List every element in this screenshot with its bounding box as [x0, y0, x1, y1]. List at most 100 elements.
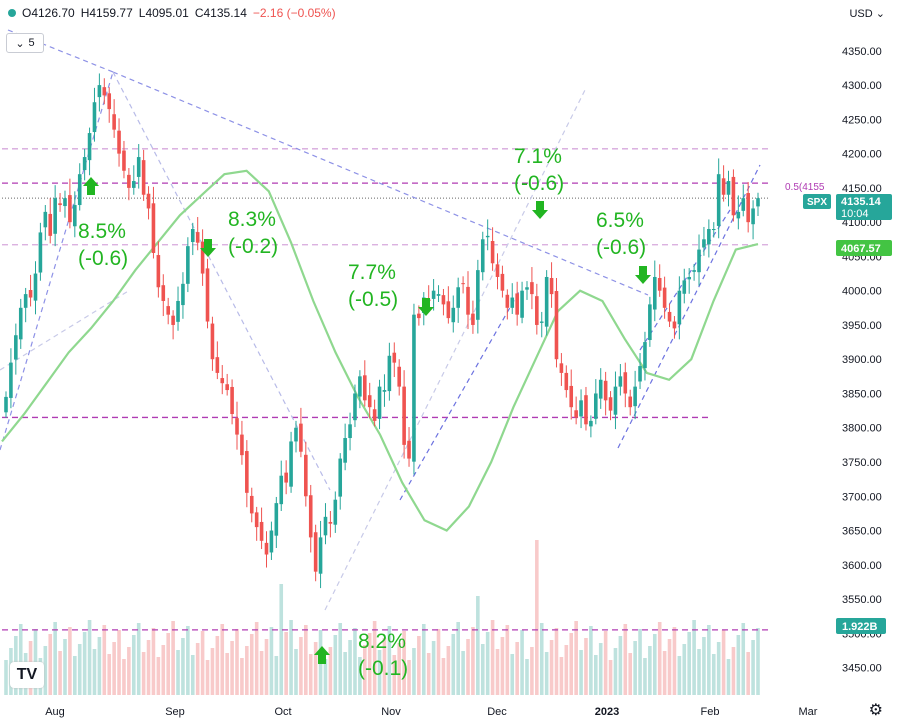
moving-average: [1, 169, 759, 532]
volume-bar: [264, 639, 269, 695]
interval-button[interactable]: ⌄ 5: [6, 33, 44, 53]
volume-bar: [692, 620, 696, 695]
annotation-change: (-0.6): [596, 236, 646, 259]
candle-body: [402, 386, 406, 445]
volume-bar: [82, 632, 87, 695]
volume-bar: [495, 649, 500, 695]
candle-body: [751, 208, 755, 225]
candle-body: [92, 102, 97, 133]
volume-bar: [613, 648, 618, 695]
volume-bar: [598, 643, 603, 695]
candle-body: [230, 386, 234, 415]
volume-bar: [736, 635, 741, 695]
volume-bar: [397, 643, 402, 695]
candle-body: [525, 287, 529, 290]
volume-bar: [726, 659, 731, 695]
volume-bar: [431, 641, 436, 695]
candle-body: [677, 290, 682, 325]
candle-body: [53, 198, 57, 234]
volume-bar: [151, 628, 156, 695]
candle-body: [87, 133, 92, 161]
x-tick-label: Nov: [381, 706, 401, 718]
candle-body: [127, 174, 131, 188]
candle-body: [372, 409, 377, 421]
volume-bar: [284, 632, 288, 695]
candle-body: [608, 397, 613, 411]
candle-body: [112, 114, 116, 130]
y-tick-label: 3850.00: [842, 388, 882, 400]
volume-bar: [505, 625, 510, 695]
volume-bar: [667, 639, 672, 695]
volume-bar: [682, 644, 687, 695]
volume-bar: [156, 657, 161, 695]
candle-body: [441, 295, 446, 305]
candle-body: [122, 150, 126, 171]
tradingview-logo-icon[interactable]: TV: [10, 662, 44, 688]
candle-body: [672, 321, 677, 329]
x-tick-label: Oct: [274, 706, 291, 718]
volume-bar: [402, 631, 406, 695]
volume-bar: [687, 632, 691, 695]
candle-body: [308, 495, 313, 538]
candle-body: [68, 195, 72, 223]
currency-selector[interactable]: USD ⌄: [849, 7, 885, 20]
time-axis[interactable]: Aug Sep Oct Nov Dec 2023 Feb Mar: [45, 706, 818, 718]
candle-body: [362, 375, 367, 401]
candle-body: [461, 283, 465, 285]
candle-body: [328, 521, 333, 524]
price-axis[interactable]: 3450.003500.003550.003600.003650.003700.…: [842, 46, 882, 675]
candle-body: [667, 311, 672, 322]
volume-bar: [200, 631, 205, 695]
candle-body: [628, 396, 633, 408]
volume-bar: [299, 637, 303, 695]
volume-bar: [530, 647, 534, 695]
x-tick-label: Dec: [487, 706, 507, 718]
candle-body: [480, 239, 485, 273]
volume-bar: [225, 653, 229, 695]
x-tick-label: Mar: [799, 706, 818, 718]
candle-body: [736, 211, 741, 219]
volume-bar: [127, 647, 131, 695]
volume-bar: [417, 636, 421, 695]
candle-body: [392, 352, 397, 363]
volume-bar: [387, 626, 392, 695]
candle-body: [205, 268, 210, 322]
ohlc-legend[interactable]: O4126.70 H4159.77 L4095.01 C4135.14 −2.1…: [8, 6, 336, 20]
volume-bar: [485, 632, 490, 695]
annotation-percent: 7.1%: [514, 145, 562, 168]
volume-badge: [836, 618, 886, 634]
candle-body: [510, 297, 515, 308]
volume-bar: [107, 654, 112, 695]
candle-body: [195, 232, 200, 243]
candle-body: [707, 229, 711, 245]
candle-body: [313, 532, 318, 572]
volume-bar: [171, 621, 175, 695]
candle-body: [603, 380, 608, 401]
volume-bar: [323, 659, 328, 695]
candle-body: [515, 293, 519, 315]
candle-body: [333, 499, 338, 525]
volume-bar: [220, 624, 225, 695]
candle-body: [107, 93, 112, 110]
price-badge-text: 4135.14: [841, 196, 882, 208]
volume-bar: [210, 648, 215, 695]
candle-body: [702, 239, 706, 248]
candle-body: [304, 454, 308, 497]
volume-bar: [73, 656, 77, 695]
ma-badge-text: 4067.57: [841, 243, 881, 255]
candle-body: [249, 495, 254, 514]
candle-body: [721, 178, 726, 195]
ma-line: [1, 169, 759, 532]
volume-bar: [269, 627, 274, 695]
settings-gear-icon[interactable]: ⚙: [868, 702, 883, 719]
candle-body: [343, 438, 347, 463]
candle-body: [48, 213, 53, 236]
volume-bar: [136, 623, 141, 695]
y-tick-label: 3600.00: [842, 560, 882, 572]
volume-bar: [711, 654, 716, 695]
candle-body: [574, 410, 578, 418]
candle-body: [9, 362, 13, 398]
candle-body: [348, 424, 352, 439]
